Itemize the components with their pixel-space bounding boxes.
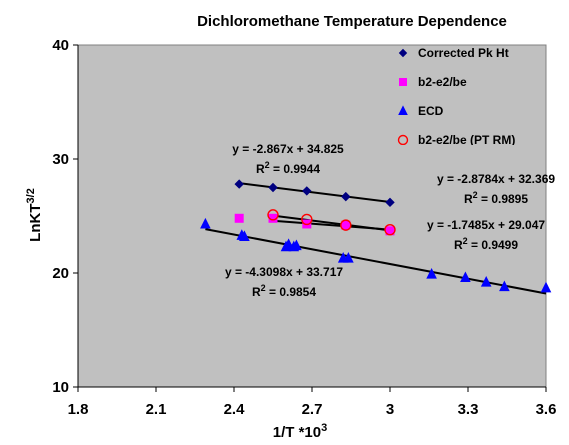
data-point-series-1: [341, 220, 351, 230]
r-squared-series-1: R2 = 0.9499: [454, 236, 518, 252]
data-point-series-2: [540, 281, 552, 293]
x-axis-label-superscript: 3: [321, 422, 327, 434]
y-axis-label-main: LnKT: [27, 203, 44, 241]
data-point-series-3: [301, 213, 313, 226]
r-squared-superscript: 2: [463, 236, 468, 246]
x-tick-label: 2.7: [302, 401, 323, 418]
legend: Corrected Pk Ht b2-e2/be ECD b2-e2/be (PT R…: [397, 46, 515, 147]
x-tick-label: 3.3: [458, 401, 479, 418]
r-squared-label: R: [464, 192, 473, 206]
chart-title: Dichloromethane Temperature Dependence: [197, 13, 507, 30]
data-point-series-2: [291, 239, 302, 251]
data-point-series-2: [426, 268, 437, 279]
data-point-series-3: [267, 209, 279, 221]
x-tick-label: 3: [386, 401, 394, 418]
r-squared-superscript: 2: [261, 283, 266, 293]
axes: 10 20 30 40 1.8 2.1 2.4 2.7 3 3.3 3.6: [52, 37, 556, 418]
legend-marker-2: [398, 105, 408, 115]
legend-label-0: Corrected Pk Ht: [418, 46, 509, 60]
r-squared-label: R: [454, 238, 463, 252]
y-tick-label: 40: [52, 37, 69, 54]
plot-area: [77, 44, 547, 388]
data-point-series-2: [283, 238, 294, 249]
data-point-series-1: [234, 213, 244, 223]
legend-label-1: b2-e2/be: [418, 75, 467, 89]
data-point-series-0: [234, 179, 244, 189]
y-tick-label: 10: [52, 379, 69, 396]
r-squared-label: R: [252, 285, 261, 299]
r-squared-value: = 0.9944: [270, 162, 321, 176]
x-tick-label: 3.6: [536, 401, 557, 418]
data-point-series-2: [480, 276, 492, 287]
y-tick-label: 20: [52, 265, 69, 282]
x-tick-label: 2.4: [224, 401, 246, 418]
r-squared-label: R: [256, 162, 265, 176]
y-tick-label: 30: [52, 151, 69, 168]
data-point-series-2: [343, 252, 354, 263]
legend-label-2: ECD: [418, 104, 444, 118]
data-point-series-0: [302, 186, 312, 196]
equation-series-0: y = -2.867x + 34.825: [232, 142, 344, 156]
equation-series-1: y = -1.7485x + 29.047: [427, 218, 545, 232]
r-squared-value: = 0.9499: [468, 238, 519, 252]
y-axis-label-superscript: 3/2: [25, 188, 37, 203]
data-point-series-2: [460, 271, 471, 283]
r-squared-superscript: 2: [265, 160, 270, 170]
legend-marker-3: [397, 134, 409, 145]
trend-line-series-0: [239, 182, 391, 204]
equation-series-3: y = -2.8784x + 32.369: [437, 172, 555, 186]
data-point-series-2: [200, 217, 211, 229]
x-tick-label: 2.1: [146, 401, 167, 418]
r-squared-value: = 0.9895: [478, 192, 529, 206]
data-point-series-3: [340, 219, 352, 231]
trend-line-series-3: [272, 214, 391, 232]
data-point-series-2: [499, 280, 510, 292]
legend-entries: Corrected Pk Ht b2-e2/be ECD b2-e2/be (PT R…: [397, 46, 515, 147]
legend-label-3: b2-e2/be (PT RM): [418, 133, 515, 147]
data-point-series-0: [268, 182, 278, 193]
legend-marker-0: [398, 48, 408, 58]
data-point-series-2: [239, 230, 250, 242]
data-point-series-0: [341, 191, 351, 202]
x-axis-label: 1/T *103: [273, 422, 328, 441]
data-point-series-0: [385, 197, 395, 208]
r-squared-value: = 0.9854: [266, 285, 317, 299]
r-squared-series-0: R2 = 0.9944: [256, 160, 320, 176]
x-axis-label-main: 1/T *10: [273, 424, 321, 441]
x-tick-label: 1.8: [68, 401, 89, 418]
y-axis-label: LnKT3/2: [25, 188, 44, 242]
equation-series-2: y = -4.3098x + 33.717: [225, 265, 343, 279]
r-squared-superscript: 2: [473, 190, 478, 200]
legend-marker-1: [399, 78, 407, 86]
data-points: [200, 179, 552, 293]
r-squared-series-2: R2 = 0.9854: [252, 283, 316, 299]
r-squared-series-3: R2 = 0.9895: [464, 190, 528, 206]
data-point-series-3: [384, 223, 396, 236]
